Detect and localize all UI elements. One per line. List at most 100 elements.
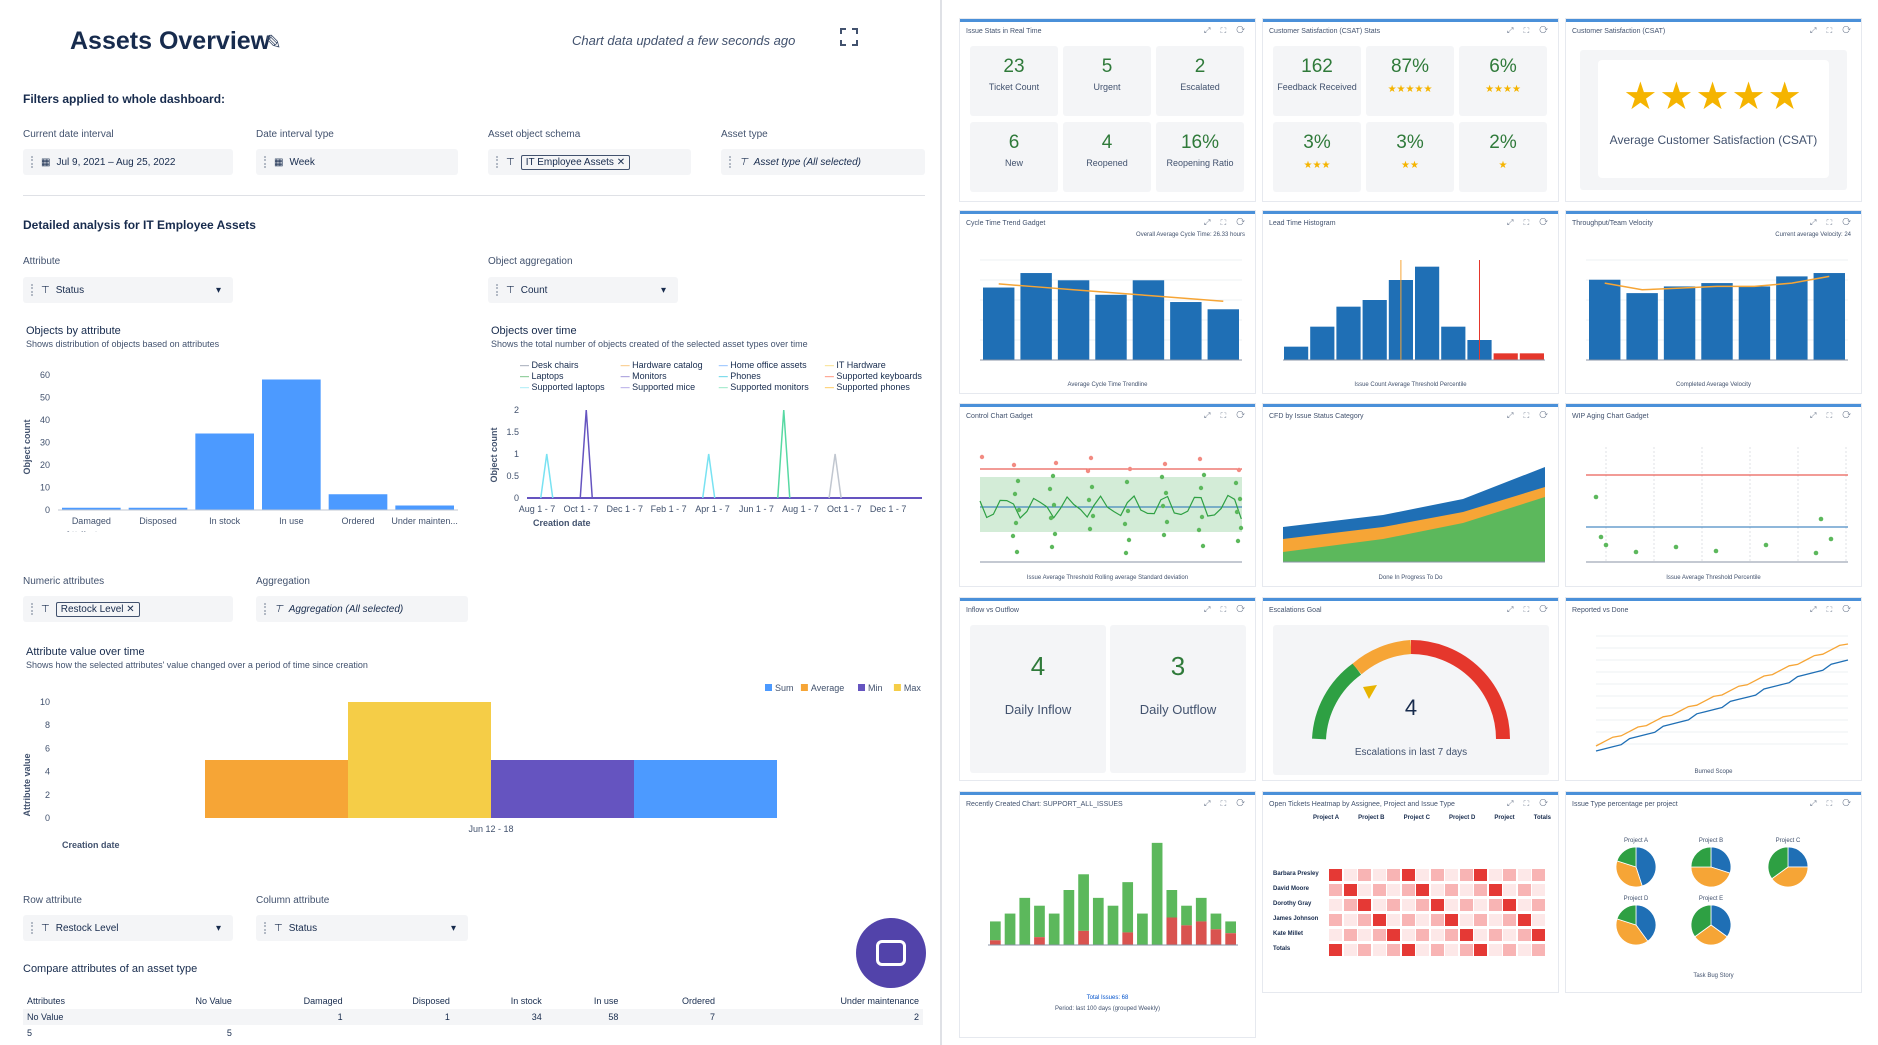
heatmap-cell[interactable] — [1401, 869, 1415, 881]
heatmap-cell[interactable] — [1445, 899, 1458, 911]
heatmap-cell[interactable] — [1445, 944, 1458, 956]
heatmap-cell[interactable] — [1517, 929, 1531, 941]
heatmap-cell[interactable] — [1329, 914, 1342, 926]
panel-controls[interactable]: ⤢ ⛶ ⟳ — [1506, 218, 1552, 227]
heatmap-cell[interactable] — [1517, 899, 1531, 911]
heatmap-cell[interactable] — [1532, 869, 1545, 881]
panel-controls[interactable]: ⤢ ⛶ ⟳ — [1809, 605, 1855, 614]
heatmap-cell[interactable] — [1503, 929, 1516, 941]
panel-controls[interactable]: ⤢ ⛶ ⟳ — [1809, 218, 1855, 227]
heatmap-cell[interactable] — [1445, 929, 1458, 941]
heatmap-cell[interactable] — [1459, 884, 1473, 896]
heatmap-cell[interactable] — [1372, 869, 1386, 881]
heatmap-cell[interactable] — [1343, 899, 1357, 911]
heatmap-cell[interactable] — [1343, 869, 1357, 881]
heatmap-cell[interactable] — [1459, 914, 1473, 926]
heatmap-cell[interactable] — [1532, 944, 1545, 956]
date-interval-field[interactable]: ▦ Jul 9, 2021 – Aug 25, 2022 — [23, 149, 233, 175]
heatmap-cell[interactable] — [1372, 899, 1386, 911]
column-header[interactable]: Attributes — [27, 996, 66, 1006]
stat-tile[interactable]: 5 Urgent — [1063, 46, 1151, 116]
legend-item[interactable]: — Home office assets — [718, 360, 807, 370]
panel-controls[interactable]: ⤢ ⛶ ⟳ — [1506, 26, 1552, 35]
column-header[interactable]: Damaged — [303, 996, 343, 1006]
heatmap-cell[interactable] — [1343, 884, 1357, 896]
row-attr-select[interactable]: ⊤ Restock Level ▾ — [23, 915, 233, 941]
heatmap-cell[interactable] — [1430, 929, 1444, 941]
heatmap-cell[interactable] — [1372, 929, 1386, 941]
heatmap-cell[interactable] — [1474, 944, 1487, 956]
column-header[interactable]: In stock — [510, 996, 542, 1006]
heatmap-cell[interactable] — [1372, 914, 1386, 926]
heatmap-cell[interactable] — [1517, 914, 1531, 926]
heatmap-cell[interactable] — [1532, 929, 1545, 941]
heatmap-cell[interactable] — [1401, 914, 1415, 926]
heatmap-cell[interactable] — [1343, 929, 1357, 941]
heatmap-cell[interactable] — [1358, 884, 1371, 896]
legend-item[interactable]: — IT Hardware — [824, 360, 886, 370]
heatmap-cell[interactable] — [1532, 899, 1545, 911]
panel-controls[interactable]: ⤢ ⛶ ⟳ — [1809, 799, 1855, 808]
legend-item[interactable]: — Supported mice — [620, 382, 696, 392]
heatmap-cell[interactable] — [1416, 929, 1429, 941]
heatmap-cell[interactable] — [1474, 869, 1487, 881]
edit-pencil-icon[interactable]: ✎ — [265, 32, 282, 54]
agg-field[interactable]: ⊤ Aggregation (All selected) — [256, 596, 468, 622]
stat-tile[interactable]: 3% ★★★ — [1273, 122, 1361, 192]
heatmap-cell[interactable] — [1329, 899, 1342, 911]
heatmap-cell[interactable] — [1358, 914, 1371, 926]
stat-tile[interactable]: 162 Feedback Received — [1273, 46, 1361, 116]
panel-controls[interactable]: ⤢ ⛶ ⟳ — [1203, 799, 1249, 808]
heatmap-cell[interactable] — [1459, 899, 1473, 911]
heatmap-cell[interactable] — [1329, 944, 1342, 956]
schema-chip[interactable]: IT Employee Assets ✕ — [520, 154, 631, 170]
heatmap-cell[interactable] — [1372, 884, 1386, 896]
panel-controls[interactable]: ⤢ ⛶ ⟳ — [1203, 605, 1249, 614]
heatmap-cell[interactable] — [1372, 944, 1386, 956]
panel-controls[interactable]: ⤢ ⛶ ⟳ — [1203, 218, 1249, 227]
heatmap-cell[interactable] — [1329, 929, 1342, 941]
col-attr-select[interactable]: ⊤ Status ▾ — [256, 915, 468, 941]
interval-type-field[interactable]: ▦ Week — [256, 149, 458, 175]
heatmap-cell[interactable] — [1459, 869, 1473, 881]
panel-controls[interactable]: ⤢ ⛶ ⟳ — [1506, 605, 1552, 614]
heatmap-cell[interactable] — [1416, 914, 1429, 926]
heatmap-cell[interactable] — [1488, 884, 1502, 896]
heatmap-cell[interactable] — [1488, 914, 1502, 926]
column-header[interactable]: No Value — [195, 996, 232, 1006]
heatmap-cell[interactable] — [1445, 914, 1458, 926]
heatmap-cell[interactable] — [1329, 884, 1342, 896]
panel-controls[interactable]: ⤢ ⛶ ⟳ — [1809, 411, 1855, 420]
asset-type-field[interactable]: ⊤ Asset type (All selected) — [721, 149, 925, 175]
heatmap-cell[interactable] — [1488, 929, 1502, 941]
panel-controls[interactable]: ⤢ ⛶ ⟳ — [1506, 411, 1552, 420]
restock-chip[interactable]: Restock Level ✕ — [55, 601, 140, 617]
heatmap-cell[interactable] — [1343, 914, 1357, 926]
legend-item[interactable]: — Phones — [718, 371, 761, 381]
heatmap-cell[interactable] — [1459, 929, 1473, 941]
heatmap-cell[interactable] — [1532, 914, 1545, 926]
heatmap-cell[interactable] — [1517, 884, 1531, 896]
heatmap-cell[interactable] — [1430, 899, 1444, 911]
panel-controls[interactable]: ⤢ ⛶ ⟳ — [1506, 799, 1552, 808]
stat-tile[interactable]: 6 New — [970, 122, 1058, 192]
heatmap-cell[interactable] — [1474, 899, 1487, 911]
heatmap-cell[interactable] — [1387, 884, 1400, 896]
heatmap-cell[interactable] — [1488, 869, 1502, 881]
heatmap-cell[interactable] — [1387, 869, 1400, 881]
chat-launcher-button[interactable] — [856, 918, 926, 988]
aggregation-select[interactable]: ⊤ Count ▾ — [488, 277, 678, 303]
legend-item[interactable]: — Monitors — [620, 371, 667, 381]
heatmap-cell[interactable] — [1445, 884, 1458, 896]
heatmap-cell[interactable] — [1387, 944, 1400, 956]
heatmap-cell[interactable] — [1387, 914, 1400, 926]
heatmap-cell[interactable] — [1430, 944, 1444, 956]
heatmap-cell[interactable] — [1503, 914, 1516, 926]
heatmap-cell[interactable] — [1387, 929, 1400, 941]
heatmap-cell[interactable] — [1474, 929, 1487, 941]
heatmap-cell[interactable] — [1517, 944, 1531, 956]
heatmap-cell[interactable] — [1503, 944, 1516, 956]
heatmap-cell[interactable] — [1329, 869, 1342, 881]
legend-item[interactable]: — Desk chairs — [520, 360, 579, 370]
heatmap-cell[interactable] — [1416, 944, 1429, 956]
